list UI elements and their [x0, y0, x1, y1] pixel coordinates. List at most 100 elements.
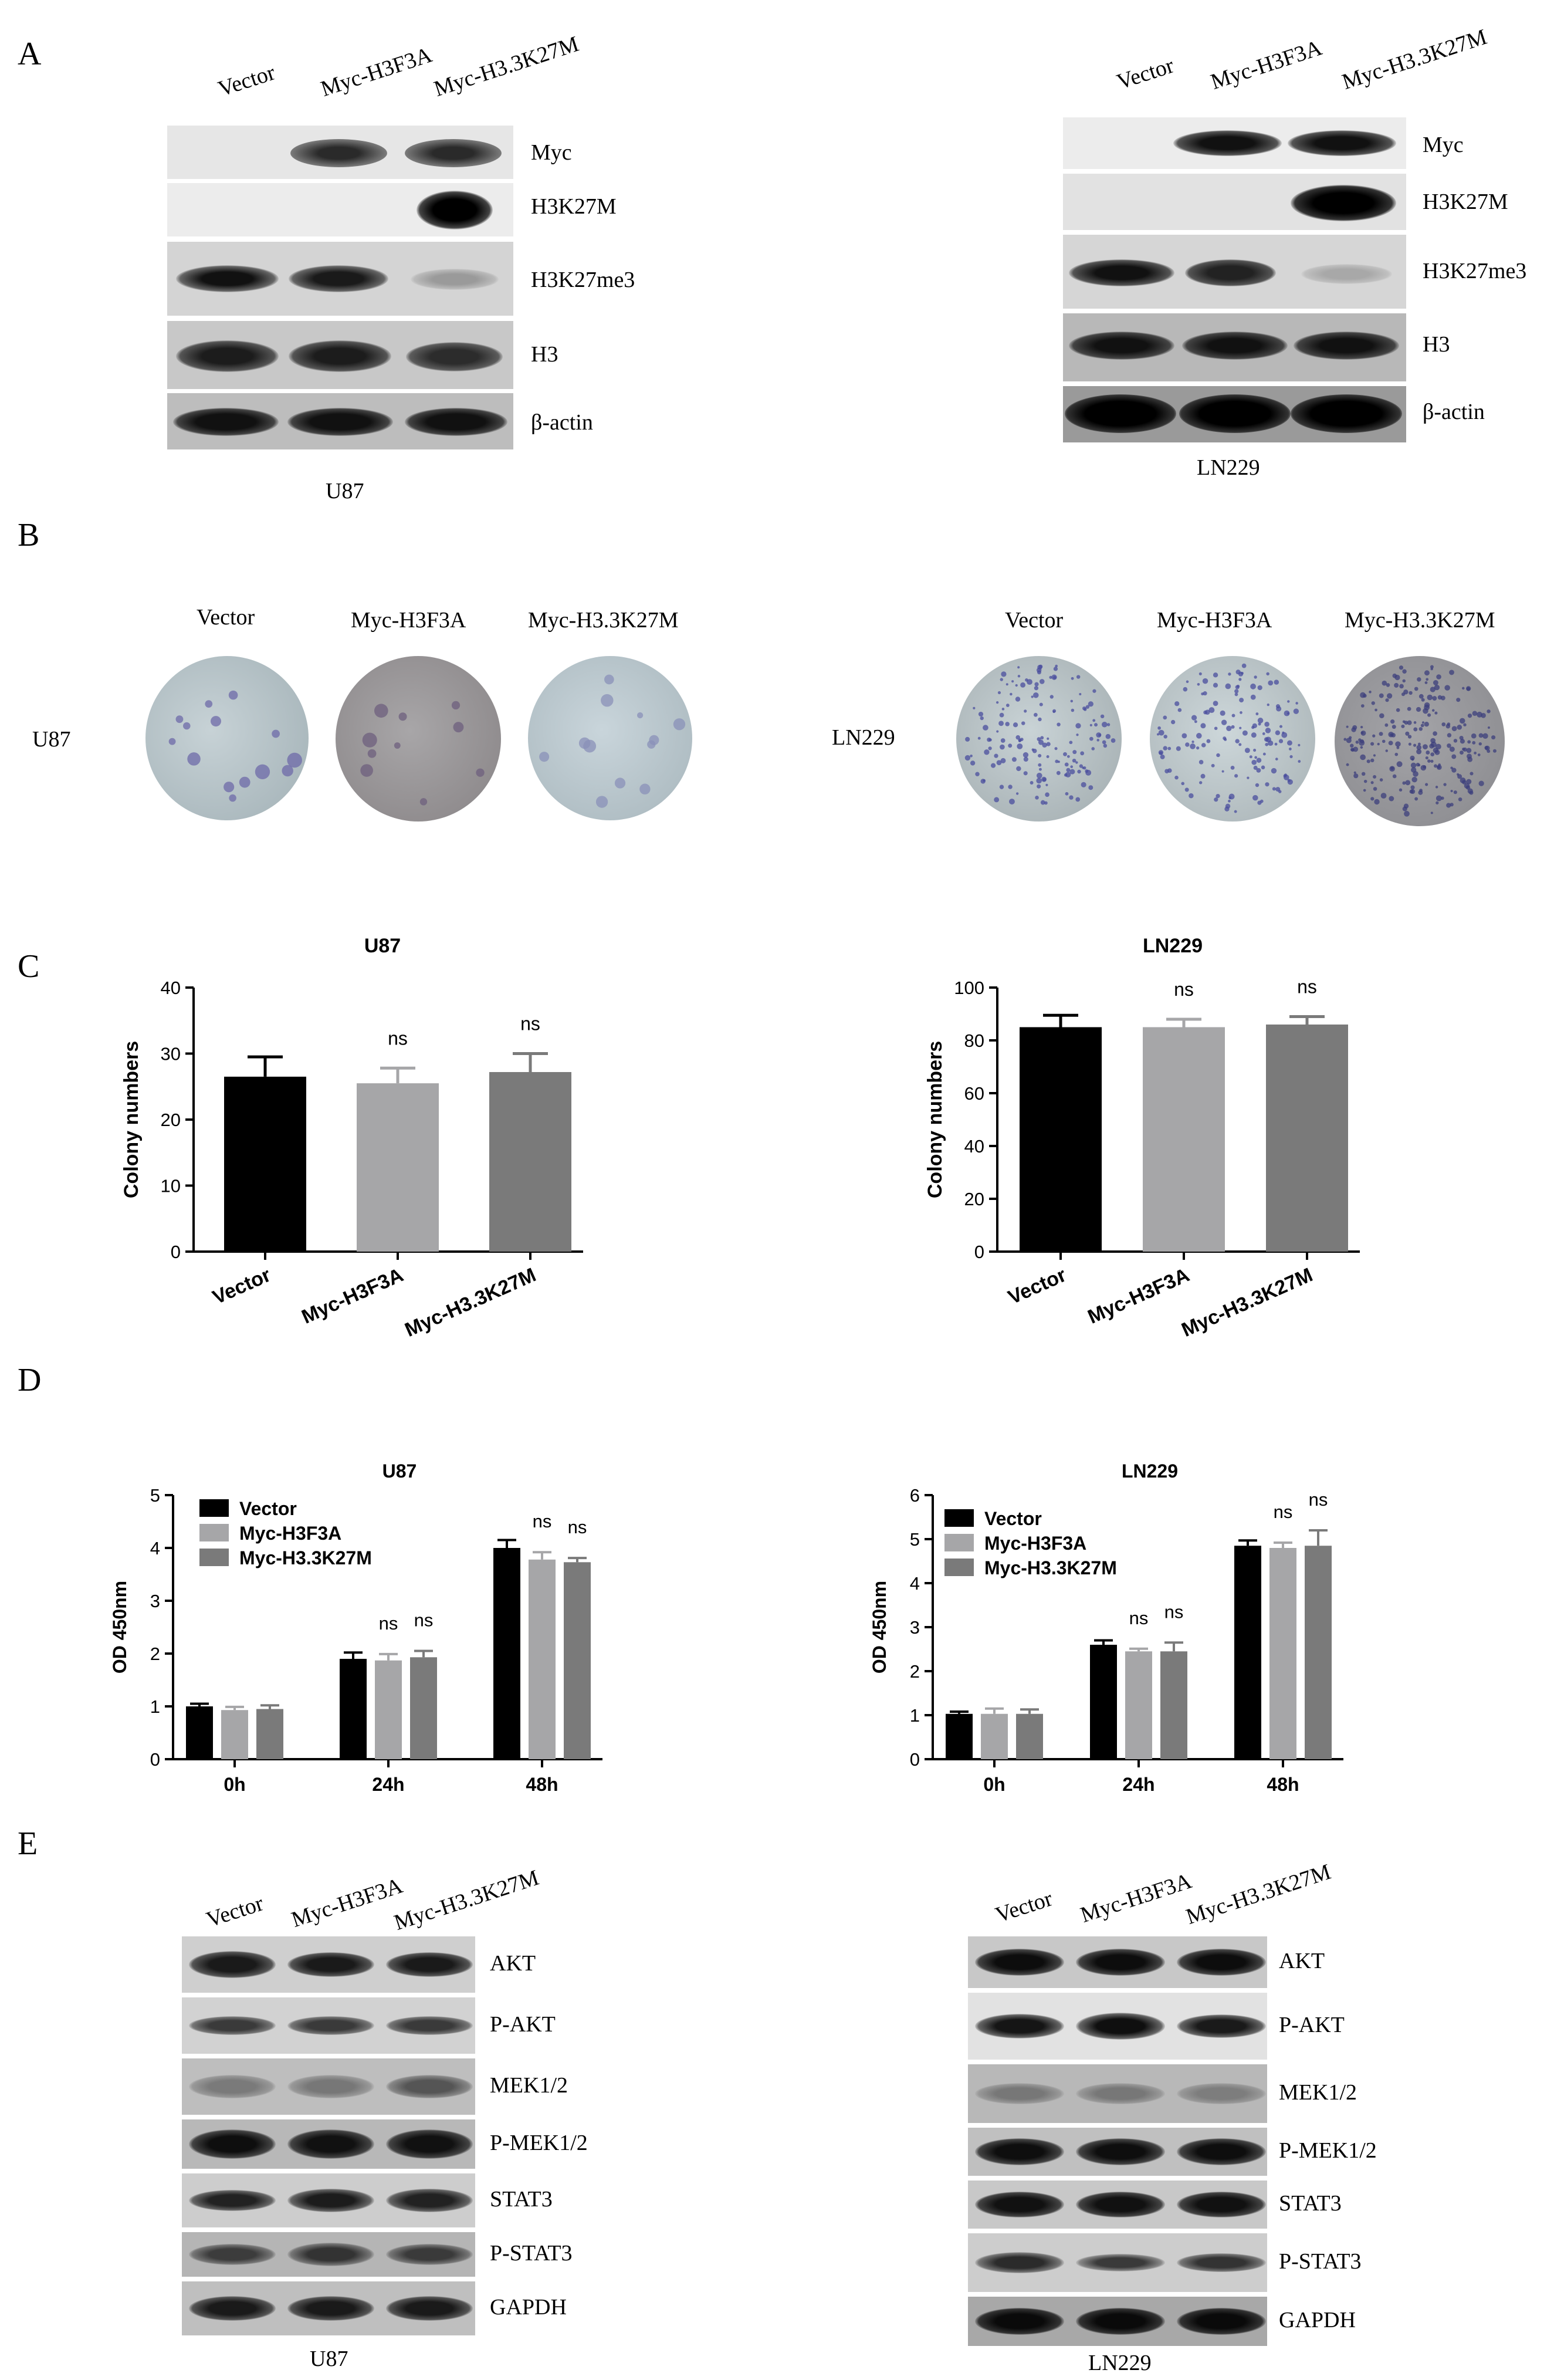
- colony-dot: [1425, 783, 1428, 786]
- colony-dot: [1278, 739, 1284, 743]
- colony-dot: [1247, 776, 1250, 779]
- colony-dot: [1416, 745, 1422, 750]
- colony-dot: [1433, 680, 1438, 685]
- protein-band: [386, 2129, 473, 2159]
- colony-dot: [1034, 686, 1039, 691]
- colony-dot: [374, 704, 388, 718]
- colony-dot: [1202, 678, 1208, 684]
- colony-dot: [1008, 743, 1013, 748]
- colony-dot: [1389, 766, 1395, 772]
- colony-dot: [1441, 722, 1446, 726]
- colony-dot: [1447, 733, 1452, 738]
- protein-band: [1177, 2014, 1266, 2038]
- y-axis-label: Colony numbers: [120, 1041, 143, 1198]
- colony-dot: [1487, 709, 1491, 714]
- colony-dot: [1047, 737, 1049, 740]
- colony-dot: [1407, 706, 1411, 711]
- colony-dot: [1011, 680, 1014, 683]
- colony-dot: [1156, 733, 1160, 736]
- colony-dot: [1360, 731, 1364, 735]
- colony-dot: [1379, 693, 1384, 698]
- y-tick-label: 10: [161, 1176, 181, 1196]
- colony-dot: [1030, 781, 1034, 785]
- bar: [186, 1706, 213, 1759]
- colony-dot: [205, 700, 213, 708]
- colony-dot: [1370, 797, 1374, 801]
- colony-dot: [1370, 781, 1374, 785]
- colony-dot: [1444, 685, 1450, 691]
- protein-band: [189, 2244, 276, 2265]
- colony-dot: [1023, 771, 1028, 776]
- colony-dot: [1386, 683, 1390, 687]
- colony-dot: [1198, 760, 1204, 765]
- colony-dot: [1200, 773, 1206, 779]
- colony-dot: [1410, 785, 1415, 790]
- colony-dot: [453, 722, 464, 733]
- colony-dot: [1424, 681, 1428, 684]
- colony-dot: [1257, 718, 1264, 724]
- panel-label-d: D: [18, 1362, 42, 1398]
- bar: [1269, 1548, 1296, 1759]
- colony-dot: [1228, 672, 1231, 676]
- colony-dot: [1196, 733, 1202, 739]
- significance-label: ns: [520, 1013, 540, 1035]
- colony-dot: [1460, 750, 1464, 755]
- row-label: MEK1/2: [1279, 2080, 1357, 2105]
- row-label-beta-actin: β-actin: [531, 410, 593, 435]
- protein-band: [386, 2189, 473, 2212]
- colony-dot: [1478, 780, 1484, 786]
- y-tick-label: 20: [161, 1110, 181, 1130]
- y-tick-label: 60: [964, 1083, 984, 1104]
- colony-dot: [994, 797, 1000, 803]
- colony-dot: [1392, 725, 1396, 729]
- colony-dot: [1017, 666, 1020, 669]
- colony-dot: [476, 768, 485, 777]
- colony-dot: [1005, 683, 1008, 686]
- colony-dot: [1257, 685, 1262, 691]
- x-tick-label: Vector: [209, 1264, 274, 1309]
- colony-dot: [1377, 742, 1380, 746]
- colony-dot: [1293, 708, 1299, 714]
- colony-dot: [1072, 750, 1077, 755]
- colony-dot: [1040, 800, 1045, 805]
- colony-dot: [1466, 686, 1471, 691]
- colony-dot: [1256, 768, 1261, 773]
- colony-dot: [1037, 664, 1042, 670]
- row-label-h3k27m: H3K27M: [531, 194, 617, 219]
- colony-dot: [1064, 762, 1069, 767]
- colony-dot: [224, 782, 235, 793]
- legend-label: Myc-H3F3A: [239, 1523, 341, 1544]
- colony-dot: [1038, 763, 1042, 767]
- colony-dot: [1037, 737, 1041, 741]
- protein-band: [975, 2252, 1064, 2273]
- significance-label: ns: [568, 1517, 587, 1537]
- colony-dot: [1088, 785, 1093, 790]
- colony-dot: [1015, 792, 1019, 795]
- colony-dot: [1231, 725, 1235, 729]
- colony-dot: [1089, 724, 1092, 726]
- colony-dot: [1091, 747, 1095, 750]
- row-label: STAT3: [490, 2187, 553, 2212]
- colony-dot: [1399, 665, 1404, 670]
- colony-dot: [1434, 764, 1438, 768]
- colony-dot: [1214, 797, 1218, 802]
- panel-label-b: B: [18, 517, 40, 553]
- colony-dot: [1228, 793, 1235, 800]
- colony-dot: [1015, 735, 1021, 740]
- colony-dot: [1410, 755, 1415, 760]
- x-tick-label: 0h: [224, 1774, 245, 1795]
- colony-dot: [1420, 724, 1424, 728]
- colony-dot: [1076, 675, 1081, 679]
- dish-label-vector: Vector: [197, 605, 255, 630]
- colony-dot: [1213, 672, 1218, 678]
- colony-dot: [1394, 752, 1399, 756]
- colony-dot: [1064, 773, 1068, 777]
- colony-dot: [1046, 742, 1051, 746]
- colony-dot: [1221, 770, 1224, 773]
- colony-dot: [1360, 746, 1363, 749]
- colony-dot: [1268, 740, 1274, 746]
- colony-dot: [1386, 693, 1393, 699]
- colony-dot: [1425, 756, 1428, 760]
- colony-dot: [1000, 738, 1005, 743]
- protein-band: [1177, 1949, 1266, 1976]
